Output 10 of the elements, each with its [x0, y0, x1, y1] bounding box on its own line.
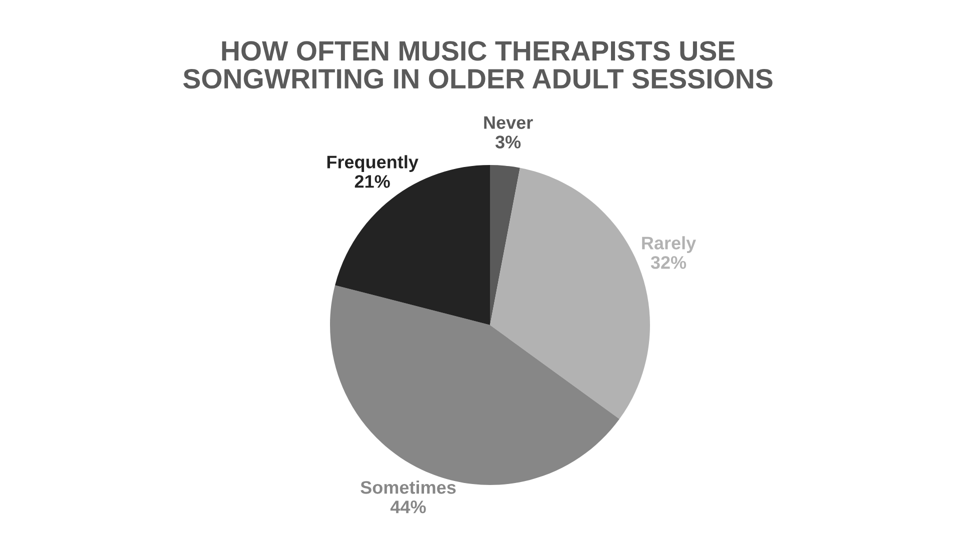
- slice-label: Never: [484, 116, 533, 129]
- data-label: 32%: [650, 256, 686, 269]
- chart-title: HOW OFTEN MUSIC THERAPISTS USE SONGWRITING IN OLDER ADULT SESSIONS: [183, 41, 772, 89]
- slice-label: Sometimes: [360, 480, 456, 494]
- slice-label: Rarely: [642, 236, 696, 254]
- data-label: 44%: [390, 500, 426, 514]
- slice-label: Frequently: [327, 155, 418, 172]
- data-label: 3%: [495, 136, 521, 148]
- pie-slice: [490, 165, 520, 325]
- data-label: 21%: [354, 175, 390, 188]
